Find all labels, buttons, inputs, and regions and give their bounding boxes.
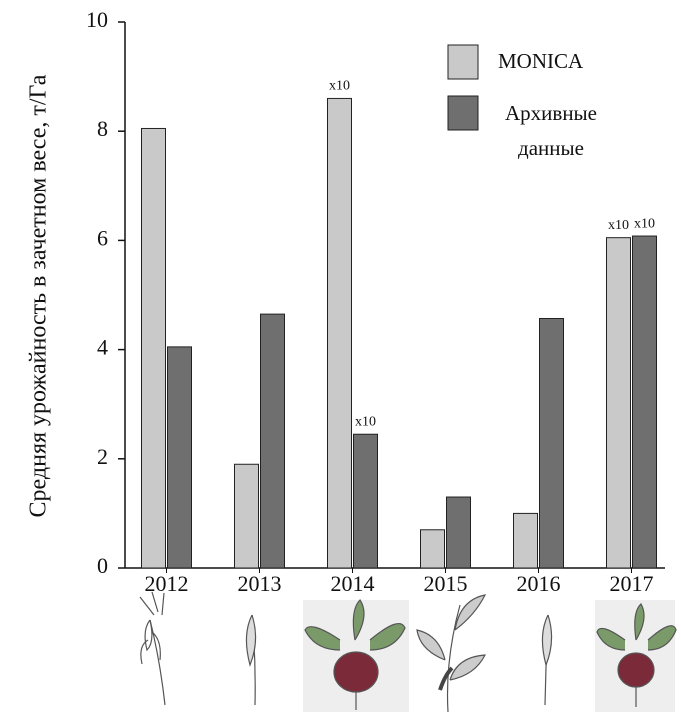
bar	[167, 346, 192, 569]
bar	[539, 317, 564, 569]
bar	[446, 496, 471, 569]
bar	[513, 512, 538, 569]
y-axis-label: Средняя урожайность в зачетном весе, т/Г…	[26, 74, 52, 517]
annotation: x10	[355, 414, 376, 429]
bar	[420, 529, 445, 569]
bar	[606, 237, 631, 569]
bar	[260, 313, 285, 569]
icons	[139, 591, 677, 713]
x-tick-label: 2017	[610, 571, 654, 596]
x-tick-label: 2015	[424, 571, 468, 596]
legend-swatch	[447, 44, 479, 80]
annotation: x10	[329, 79, 350, 94]
legend-label: Архивные данные	[505, 101, 597, 160]
x-tick-label: 2016	[517, 571, 561, 596]
annotation: x10	[608, 218, 629, 233]
wheat-icon	[245, 614, 257, 706]
bar	[141, 127, 166, 569]
beet-icon	[595, 600, 677, 712]
y-tick-label: 6	[97, 225, 108, 250]
x-tick-label: 2014	[331, 571, 375, 596]
legend-label: MONICA	[498, 49, 584, 73]
soy-icon	[416, 594, 487, 713]
y-tick-label: 0	[97, 553, 108, 578]
y-tick-label: 10	[86, 7, 108, 32]
y-tick-label: 4	[97, 335, 108, 360]
beet-icon	[303, 599, 409, 712]
annotation: x10	[634, 216, 655, 231]
y-tick-label: 8	[97, 116, 108, 141]
bar	[353, 433, 378, 569]
wheat-icon	[541, 614, 553, 706]
wheat-icon	[139, 591, 166, 706]
bar	[234, 463, 259, 569]
bar	[327, 97, 352, 569]
bar	[632, 235, 657, 569]
x-tick-label: 2012	[145, 571, 189, 596]
y-tick-label: 2	[97, 444, 108, 469]
legend-swatch	[447, 95, 479, 131]
x-tick-label: 2013	[238, 571, 282, 596]
